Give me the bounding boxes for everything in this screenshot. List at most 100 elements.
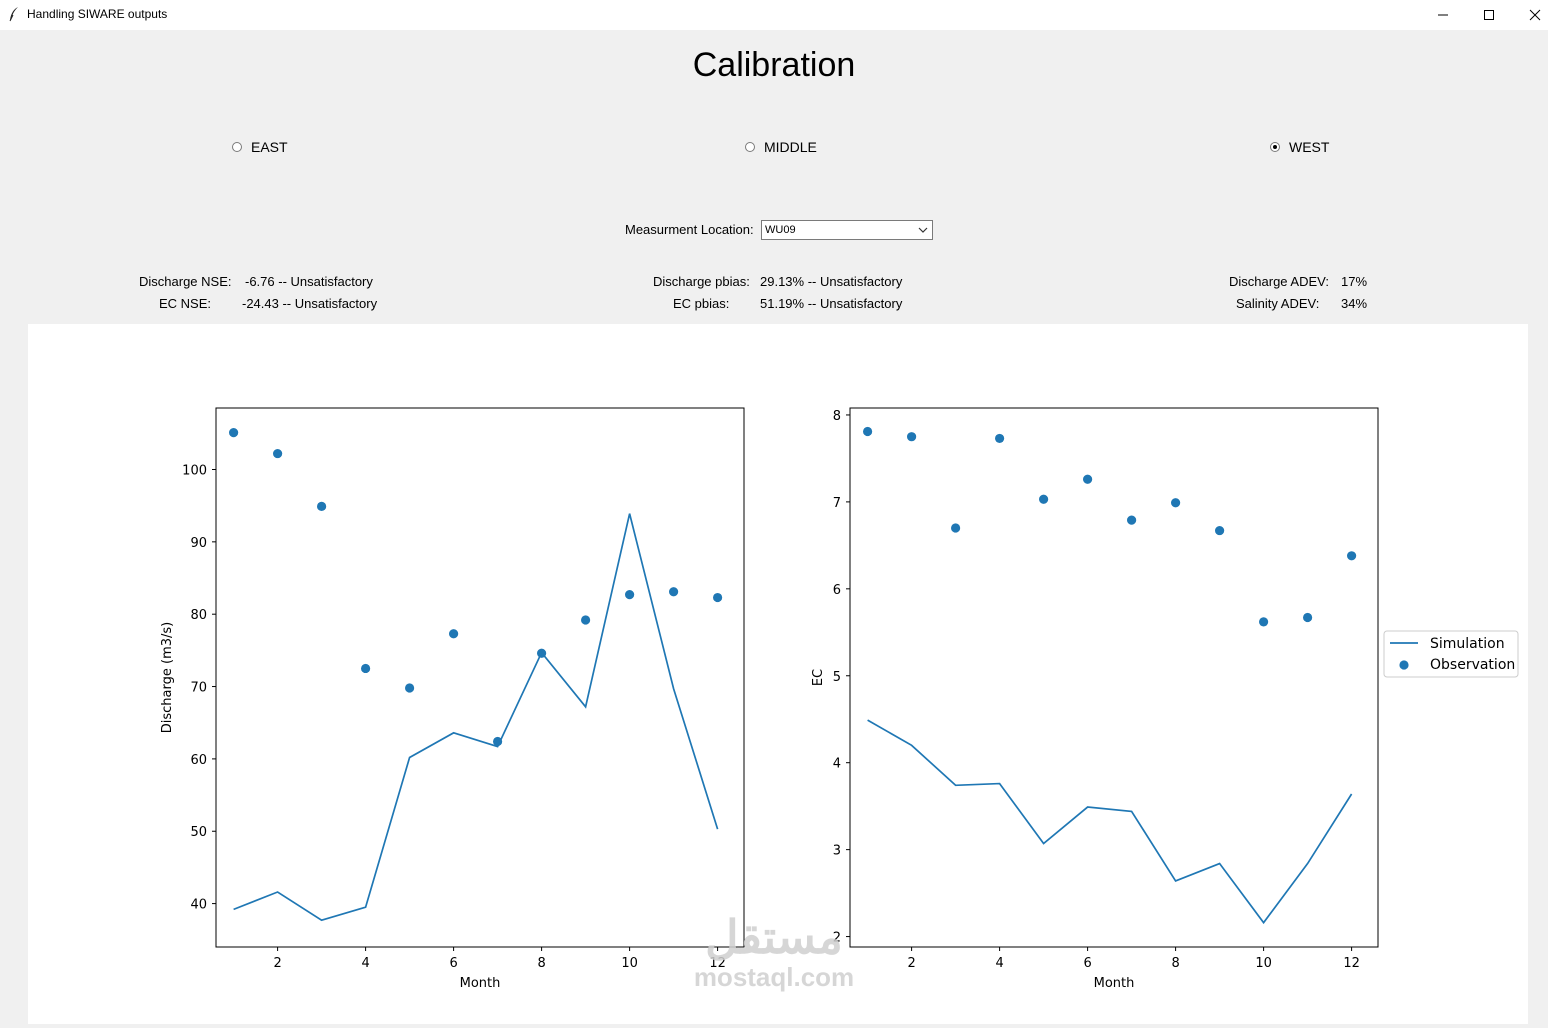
x-axis-label: Month [1094, 976, 1135, 991]
observation-point [537, 648, 547, 658]
x-tick-label: 2 [907, 956, 915, 971]
y-tick-label: 70 [190, 681, 207, 696]
plot-frame [849, 407, 1379, 948]
observation-point [493, 736, 503, 747]
x-tick-label: 8 [1171, 956, 1179, 971]
x-tick-label: 12 [709, 956, 726, 971]
x-tick-label: 10 [621, 956, 638, 971]
window-titlebar: Handling SIWARE outputs [0, 0, 1548, 30]
y-tick-label: 4 [833, 757, 841, 772]
radio-label-east: EAST [251, 139, 288, 155]
observation-point [713, 592, 723, 603]
salinity-adev-value: 34% [1341, 296, 1368, 311]
y-tick-label: 5 [833, 670, 841, 685]
observation-point [449, 629, 459, 639]
close-icon [1529, 9, 1541, 21]
chart-1: 2 4 6 8 10 12 40 50 60 70 80 90 100 Month Discharge (m… [160, 407, 745, 991]
x-tick-label: 10 [1255, 956, 1272, 971]
radio-middle[interactable]: MIDDLE [745, 138, 817, 156]
x-tick-label: 6 [1083, 956, 1091, 971]
x-tick-label: 4 [361, 956, 369, 971]
ec-nse-label: EC NSE: [159, 296, 212, 311]
observation-point [669, 587, 679, 597]
y-axis-label: EC [811, 669, 826, 686]
legend: Simulation Observation [1383, 630, 1519, 678]
observation-point [1083, 474, 1093, 484]
feather-icon [9, 7, 18, 22]
plot-frame [215, 407, 745, 948]
ec-pbias-label: EC pbias: [673, 296, 730, 311]
observation-point [1171, 498, 1181, 508]
radio-indicator-checked[interactable] [1270, 142, 1280, 152]
plot-canvas: 2 4 6 8 10 12 40 50 60 70 80 90 100 Month Discharge (m… [28, 324, 1528, 1024]
page-title: Calibration [692, 46, 856, 84]
radio-indicator[interactable] [232, 142, 242, 152]
observation-point [1259, 617, 1269, 627]
window-title: Handling SIWARE outputs [27, 7, 168, 21]
observation-point [1303, 612, 1313, 623]
radio-east[interactable]: EAST [232, 138, 288, 156]
location-select-value: WU09 [765, 224, 796, 236]
radio-west[interactable]: WEST [1270, 138, 1329, 156]
x-tick-label: 8 [537, 956, 545, 971]
ec-pbias-value: 51.19% -- Unsatisfactory [760, 296, 903, 311]
watermark: مستقل mostaql.com [679, 912, 869, 992]
chart-2: 2 4 6 8 10 12 2 3 4 5 6 7 8 Month EC Simulation Observat… [811, 407, 1519, 991]
maximize-icon [1484, 10, 1494, 20]
maximize-button[interactable] [1466, 0, 1512, 30]
y-tick-label: 90 [190, 536, 207, 551]
legend-label-observation: Observation [1430, 657, 1515, 673]
discharge-pbias-value: 29.13% -- Unsatisfactory [760, 274, 903, 289]
y-tick-label: 7 [833, 496, 841, 511]
observation-point [1347, 551, 1357, 561]
ec-nse-value: -24.43 -- Unsatisfactory [242, 296, 378, 311]
radio-indicator[interactable] [745, 142, 755, 152]
y-axis-label: Discharge (m3/s) [160, 622, 175, 733]
watermark-arabic: مستقل [705, 911, 843, 963]
legend-label-simulation: Simulation [1430, 636, 1505, 652]
y-tick-label: 40 [190, 898, 207, 913]
observation-point [1127, 515, 1137, 525]
x-tick-label: 6 [449, 956, 457, 971]
charts-svg: 2 4 6 8 10 12 40 50 60 70 80 90 100 Month Discharge (m… [160, 407, 1519, 991]
observation-point [1215, 525, 1225, 536]
simulation-line [233, 513, 719, 922]
x-tick-label: 2 [273, 956, 281, 971]
legend-dot-marker [1399, 660, 1409, 670]
observation-point [625, 590, 635, 600]
observation-point [229, 427, 239, 438]
minimize-icon [1438, 14, 1448, 16]
y-tick-label: 6 [833, 583, 841, 598]
observation-point [361, 663, 371, 674]
observation-point [405, 683, 415, 693]
close-button[interactable] [1512, 0, 1548, 30]
observation-point [581, 615, 591, 625]
discharge-adev-label: Discharge ADEV: [1229, 274, 1329, 289]
radio-label-west: WEST [1289, 139, 1330, 155]
location-select[interactable]: WU09 [761, 220, 933, 240]
y-tick-label: 3 [833, 844, 841, 859]
watermark-latin: mostaql.com [693, 962, 855, 992]
y-tick-label: 50 [190, 825, 207, 840]
y-tick-label: 2 [833, 931, 841, 946]
x-axis-label: Month [460, 976, 501, 991]
observation-point [1039, 494, 1049, 504]
discharge-nse-value: -6.76 -- Unsatisfactory [245, 274, 373, 289]
chevron-down-icon [918, 227, 928, 233]
y-tick-label: 100 [182, 463, 207, 478]
x-tick-label: 4 [995, 956, 1003, 971]
location-label: Measurment Location: [625, 222, 754, 237]
observation-point [273, 448, 283, 459]
x-tick-label: 12 [1343, 956, 1360, 971]
y-tick-label: 80 [190, 608, 207, 623]
minimize-button[interactable] [1420, 0, 1466, 30]
observation-point [951, 523, 961, 533]
observation-point [863, 426, 873, 437]
y-tick-label: 8 [833, 409, 841, 424]
radio-label-middle: MIDDLE [764, 139, 817, 155]
discharge-nse-label: Discharge NSE: [139, 274, 232, 289]
observation-point [317, 501, 327, 511]
simulation-line [867, 719, 1353, 925]
observation-point [995, 433, 1005, 444]
y-tick-label: 60 [190, 753, 207, 768]
